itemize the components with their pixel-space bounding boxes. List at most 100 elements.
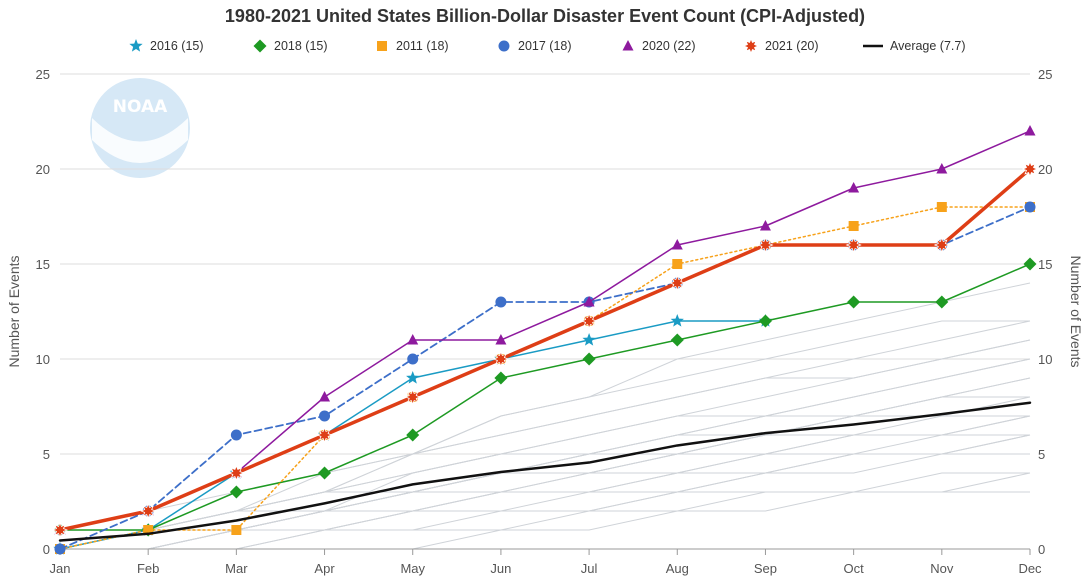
data-point [492,350,509,368]
series-2018 [53,257,1037,537]
legend-symbol [129,39,143,52]
legend-marker [622,40,634,51]
y-tick-label-right: 25 [1038,67,1052,82]
data-point [1023,257,1037,271]
data-point [406,428,420,442]
x-tick-label: Jul [581,561,598,576]
legend-marker [377,41,387,51]
y-tick-label-right: 5 [1038,447,1045,462]
series-lines [51,125,1039,555]
data-point [231,525,242,535]
legend-item[interactable]: 2021 (20) [743,36,819,56]
data-point [936,202,947,212]
data-point [1021,160,1039,178]
historical-year-line [60,415,1031,550]
chart-title: 1980-2021 United States Billion-Dollar D… [224,6,866,26]
data-point [316,426,333,444]
data-point [54,543,66,555]
data-point [581,312,598,330]
x-tick-label: Dec [1018,561,1042,576]
x-tick-label: Aug [666,561,689,576]
axes: Jan Feb Mar Apr May Jun Jul Aug Sep Oct Nov Dec 0 0 5 5… [6,67,1084,576]
data-point [758,314,772,328]
data-point [495,334,507,345]
data-point [582,352,596,366]
data-point [143,525,154,535]
data-point [51,521,69,539]
series-line [59,130,1031,531]
y-tick-label-left: 0 [43,542,50,557]
historical-year-lines [59,282,1031,550]
data-point [495,296,507,308]
data-point [848,221,859,231]
legend-marker [498,40,510,52]
data-point [848,182,860,193]
data-point [229,485,243,499]
legend-label: 2018 (15) [274,39,328,53]
legend-label: 2021 (20) [765,39,819,53]
data-point [671,239,683,250]
data-point [404,388,421,406]
data-point [406,371,420,384]
data-point [933,236,950,254]
data-point [582,333,596,346]
y-tick-label-right: 15 [1038,257,1052,272]
data-point [407,353,419,365]
data-point [672,259,683,269]
x-tick-label: Feb [137,561,159,576]
data-point [669,274,686,292]
y-tick-label-left: 10 [36,352,50,367]
legend-item[interactable]: 2016 (15) [128,36,204,56]
legend-symbol [253,39,267,53]
data-point [670,333,684,347]
legend-marker [129,39,143,52]
data-point [1024,201,1036,213]
data-point [845,236,862,254]
x-tick-label: Mar [225,561,248,576]
legend-marker [743,38,759,54]
data-point [670,314,684,327]
data-point [319,410,331,422]
series-line [59,263,1031,531]
legend-item[interactable]: 2020 (22) [620,36,696,56]
legend-label: 2020 (22) [642,39,696,53]
series-line [58,167,1032,532]
legend-label: Average (7.7) [890,39,966,53]
data-point [847,295,861,309]
legend-item[interactable]: 2017 (18) [496,36,572,56]
series-2021 [51,160,1039,539]
data-point [494,371,508,385]
y-tick-label-left: 15 [36,257,50,272]
legend-item[interactable]: Average (7.7) [862,36,966,56]
y-tick-label-left: 25 [36,67,50,82]
data-point [230,429,242,441]
legend-symbol [377,41,387,51]
data-point [935,295,949,309]
x-tick-label: Oct [844,561,865,576]
data-point [1024,125,1036,136]
data-point [318,466,332,480]
data-point [319,391,331,402]
y-axis-title-left: Number of Events [6,255,22,367]
legend-item[interactable]: 2011 (18) [374,36,449,56]
x-tick-label: May [400,561,425,576]
legend-symbol [863,44,883,48]
data-point [583,296,595,307]
series-line [58,401,1032,542]
noaa-logo-text: NOAA [113,97,168,117]
grid-lines [60,73,1030,550]
y-tick-label-right: 0 [1038,542,1045,557]
x-tick-label: Nov [930,561,954,576]
legend-item[interactable]: 2018 (15) [252,36,328,56]
series-average [58,401,1032,542]
y-tick-label-left: 5 [43,447,50,462]
legend-marker [253,39,267,53]
y-axis-title-right: Number of Events [1068,255,1084,367]
historical-year-line [59,282,1031,531]
legend-label: 2011 (18) [396,39,449,53]
legend-label: 2017 (18) [518,39,572,53]
legend-symbol [498,40,510,52]
x-tick-label: Apr [314,561,335,576]
series-line [59,206,1031,550]
